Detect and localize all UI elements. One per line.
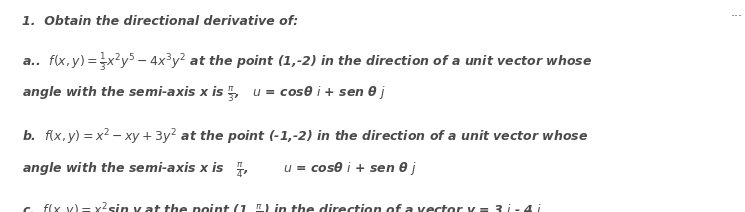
Text: angle with the semi-axis x is $\frac{\pi}{3}$,   $u$ = cosθ $i$ + sen θ $j$: angle with the semi-axis x is $\frac{\pi… (22, 85, 387, 104)
Text: b.  $f(x,y) = x^2 - xy + 3y^2$ at the point (-1,-2) in the direction of a unit v: b. $f(x,y) = x^2 - xy + 3y^2$ at the poi… (22, 127, 589, 147)
Text: angle with the semi-axis x is   $\frac{\pi}{4}$,        $u$ = cosθ $i$ + sen θ $: angle with the semi-axis x is $\frac{\pi… (22, 161, 417, 180)
Text: c.  $f(x,y) = x^2$sin y at the point (1, $\frac{\pi}{2}$) in the direction of a : c. $f(x,y) = x^2$sin y at the point (1, … (22, 201, 542, 212)
Text: a..  $f(x,y) = \frac{1}{3}x^2y^5 - 4x^3y^2$ at the point (1,-2) in the direction: a.. $f(x,y) = \frac{1}{3}x^2y^5 - 4x^3y^… (22, 51, 592, 73)
Text: 1.  Obtain the directional derivative of:: 1. Obtain the directional derivative of: (22, 15, 299, 28)
Text: ...: ... (731, 6, 743, 19)
